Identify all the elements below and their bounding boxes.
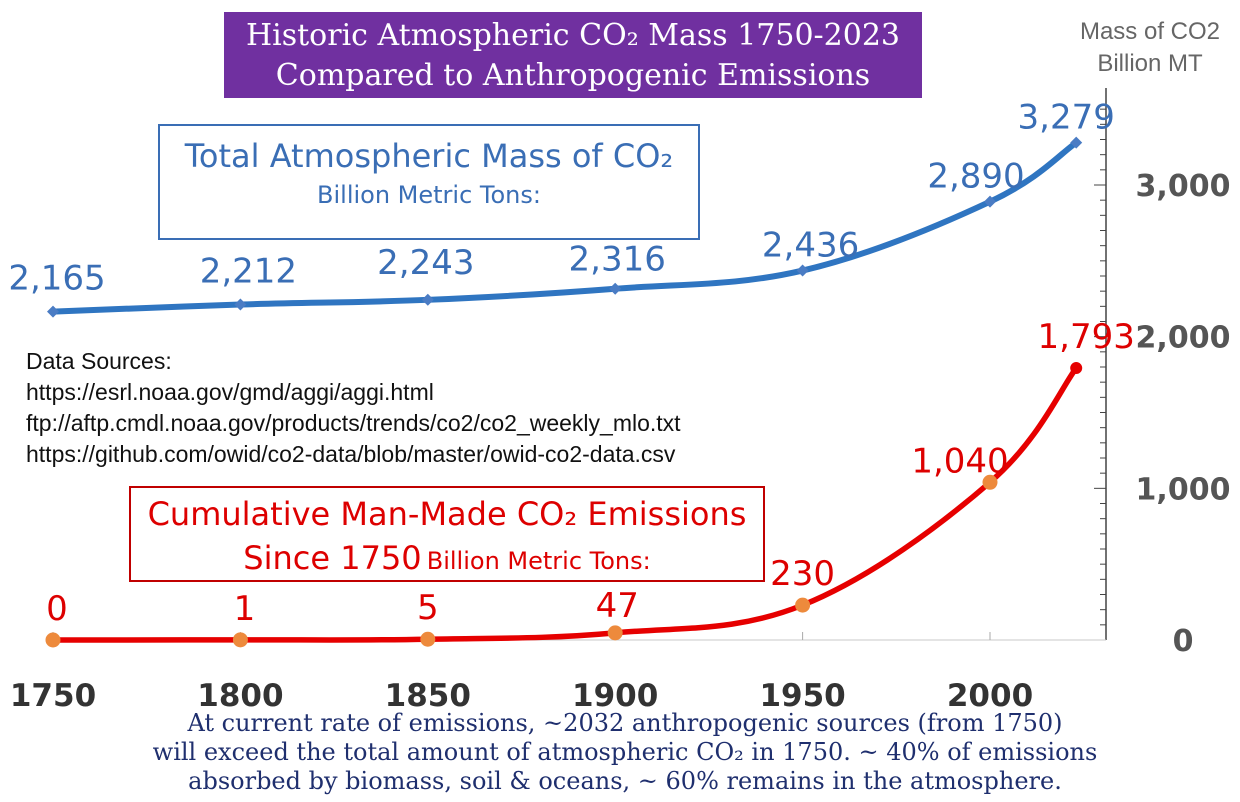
y-tick-label: 1,000 — [1136, 472, 1231, 507]
y-axis-title-line1: Mass of CO2 — [1079, 18, 1221, 45]
y-axis-title: Mass of CO2 Billion MT — [1064, 16, 1236, 80]
data-point-atmospheric — [609, 282, 622, 295]
y-tick-label: 2,000 — [1136, 321, 1231, 356]
data-label-atmospheric: 2,212 — [200, 252, 297, 292]
data-label-emissions: 0 — [46, 589, 68, 629]
data-point-emissions — [795, 597, 811, 613]
data-label-emissions: 230 — [770, 554, 835, 594]
data-label-emissions: 47 — [596, 586, 639, 626]
data-label-emissions: 5 — [417, 588, 439, 628]
chart-title: Historic Atmospheric CO₂ Mass 1750-2023 … — [224, 12, 922, 98]
data-point-emissions — [607, 625, 623, 641]
data-point-emissions — [982, 474, 998, 490]
x-tick-label: 1900 — [572, 678, 658, 714]
footnote-line3: absorbed by biomass, soil & oceans, ~ 60… — [188, 767, 1062, 795]
y-tick-label: 3,000 — [1136, 169, 1231, 204]
data-point-emissions — [1070, 362, 1083, 375]
data-source-item: ftp://aftp.cmdl.noaa.gov/products/trends… — [26, 410, 681, 436]
data-point-atmospheric — [1070, 136, 1083, 149]
data-label-emissions: 1 — [234, 589, 256, 629]
data-point-atmospheric — [47, 305, 59, 318]
chart-title-line1: Historic Atmospheric CO₂ Mass 1750-2023 — [245, 18, 901, 53]
legend-atmospheric-unit: Billion Metric Tons: — [317, 181, 541, 209]
data-label-emissions: 1,040 — [911, 441, 1008, 481]
data-point-atmospheric — [234, 298, 247, 311]
x-tick-label: 1950 — [759, 678, 845, 714]
x-tick-label: 1850 — [385, 678, 471, 714]
y-tick-label: 0 — [1173, 624, 1194, 659]
footnote: At current rate of emissions, ~2032 anth… — [70, 709, 1180, 796]
data-point-atmospheric — [984, 195, 996, 208]
legend-emissions-title: Cumulative Man-Made CO₂ Emissions — [147, 495, 747, 533]
legend-atmospheric-title: Total Atmospheric Mass of CO₂ — [184, 137, 674, 175]
legend-emissions-subtitle: Since 1750 — [243, 539, 422, 577]
data-label-atmospheric: 2,243 — [377, 243, 474, 283]
x-tick-label: 1800 — [197, 678, 283, 714]
data-label-atmospheric: 3,279 — [1018, 98, 1115, 138]
x-tick-label: 1750 — [10, 678, 96, 714]
data-point-emissions — [232, 632, 248, 648]
data-sources-heading: Data Sources: — [26, 348, 172, 374]
legend-emissions: Cumulative Man-Made CO₂ Emissions Since … — [129, 486, 765, 582]
data-label-atmospheric: 2,436 — [762, 226, 859, 266]
data-point-emissions — [45, 632, 61, 648]
data-source-item: https://github.com/owid/co2-data/blob/ma… — [26, 441, 676, 467]
data-source-item: https://esrl.noaa.gov/gmd/aggi/aggi.html — [26, 379, 434, 405]
data-point-atmospheric — [421, 293, 434, 306]
data-point-atmospheric — [796, 264, 809, 277]
data-label-atmospheric: 2,316 — [569, 240, 666, 280]
chart-title-line2: Compared to Anthropogenic Emissions — [275, 58, 871, 93]
footnote-line1: At current rate of emissions, ~2032 anth… — [187, 709, 1063, 737]
data-point-emissions — [420, 631, 436, 647]
x-tick-label: 2000 — [947, 678, 1033, 714]
y-axis-title-line2: Billion MT — [1097, 50, 1203, 77]
footnote-line2: will exceed the total amount of atmosphe… — [152, 738, 1098, 766]
data-label-emissions: 1,793 — [1038, 317, 1135, 357]
data-label-atmospheric: 2,165 — [8, 259, 105, 299]
data-label-atmospheric: 2,890 — [927, 157, 1024, 197]
legend-emissions-unit: Billion Metric Tons: — [426, 547, 651, 575]
data-sources: Data Sources: https://esrl.noaa.gov/gmd/… — [26, 346, 681, 470]
series-line-emissions — [50, 365, 1079, 643]
legend-atmospheric: Total Atmospheric Mass of CO₂ Billion Me… — [158, 124, 700, 240]
